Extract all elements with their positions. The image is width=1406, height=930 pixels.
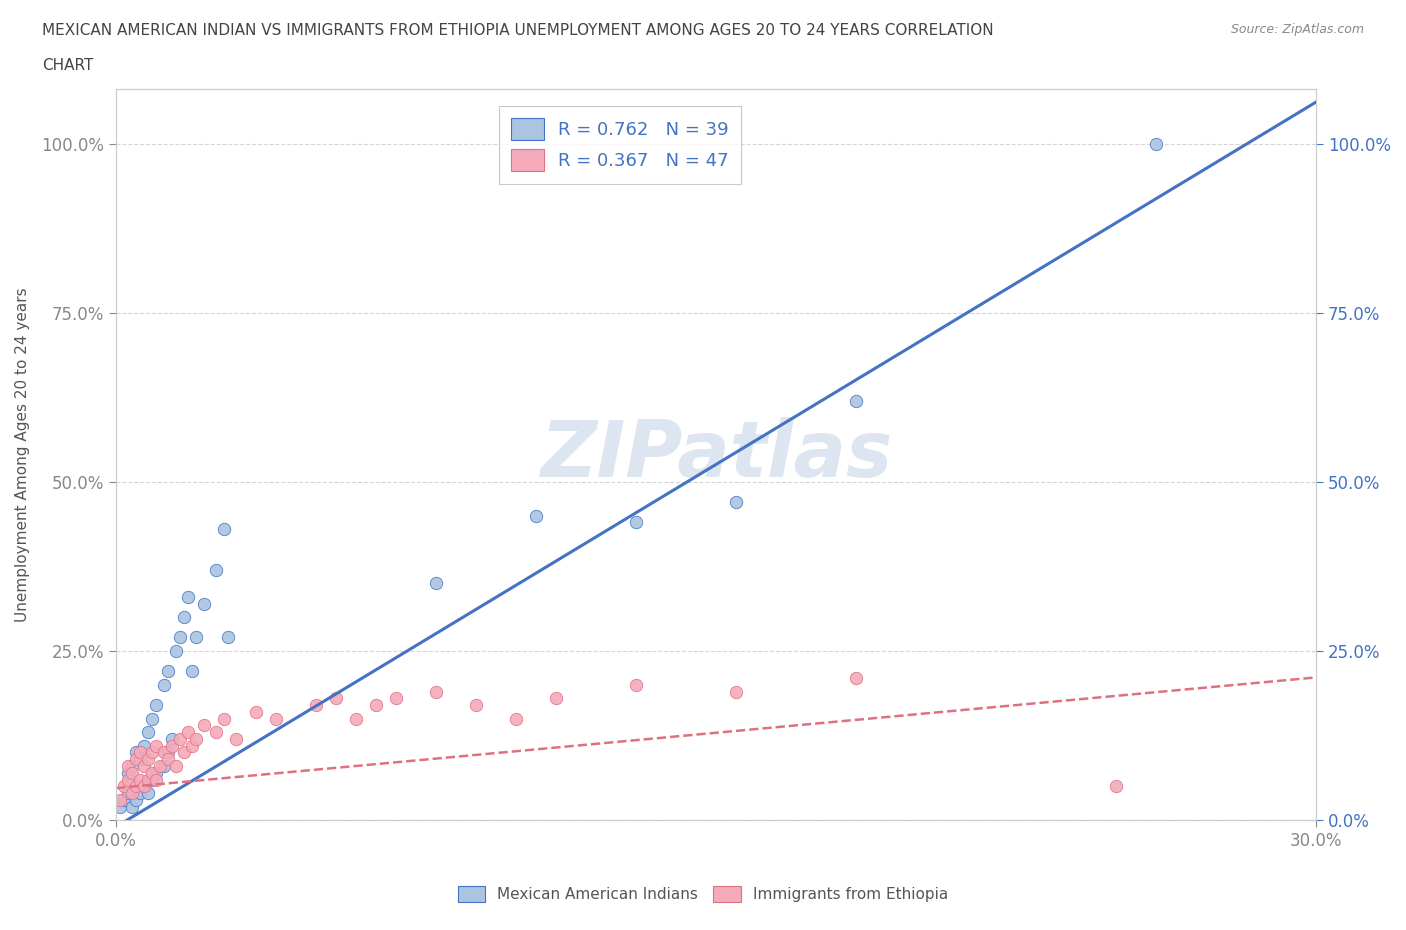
Point [145, 772, 167, 787]
Point [173, 745, 195, 760]
Text: MEXICAN AMERICAN INDIAN VS IMMIGRANTS FROM ETHIOPIA UNEMPLOYMENT AMONG AGES 20 T: MEXICAN AMERICAN INDIAN VS IMMIGRANTS FR… [42, 23, 994, 38]
Point [121, 799, 143, 814]
Point [725, 495, 748, 510]
Point [1144, 136, 1167, 151]
Point [524, 508, 547, 523]
Point [156, 751, 179, 766]
Point [160, 738, 183, 753]
Point [193, 596, 215, 611]
Point [364, 698, 387, 712]
Point [217, 630, 239, 644]
Point [385, 691, 408, 706]
Legend: R = 0.762   N = 39, R = 0.367   N = 47: R = 0.762 N = 39, R = 0.367 N = 47 [499, 106, 741, 184]
Point [165, 759, 187, 774]
Point [129, 751, 152, 766]
Point [125, 792, 148, 807]
Point [1105, 778, 1128, 793]
Point [117, 765, 139, 780]
Point [845, 671, 868, 685]
Legend: Mexican American Indians, Immigrants from Ethiopia: Mexican American Indians, Immigrants fro… [451, 880, 955, 909]
Point [169, 732, 191, 747]
Point [112, 792, 135, 807]
Point [325, 691, 347, 706]
Point [177, 590, 200, 604]
Point [505, 711, 527, 726]
Point [212, 522, 235, 537]
Point [121, 786, 143, 801]
Point [136, 751, 159, 766]
Point [305, 698, 328, 712]
Point [132, 778, 155, 793]
Point [465, 698, 488, 712]
Point [544, 691, 567, 706]
Point [108, 792, 131, 807]
Point [624, 677, 647, 692]
Point [141, 745, 163, 760]
Point [145, 698, 167, 712]
Point [149, 759, 172, 774]
Point [125, 745, 148, 760]
Point [425, 576, 447, 591]
Point [136, 786, 159, 801]
Point [117, 772, 139, 787]
Point [129, 786, 152, 801]
Point [845, 393, 868, 408]
Point [193, 718, 215, 733]
Point [169, 630, 191, 644]
Point [129, 745, 152, 760]
Point [212, 711, 235, 726]
Text: ZIPatlas: ZIPatlas [540, 417, 893, 493]
Point [136, 772, 159, 787]
Point [132, 759, 155, 774]
Point [153, 745, 176, 760]
Point [121, 765, 143, 780]
Point [344, 711, 367, 726]
Point [141, 765, 163, 780]
Y-axis label: Unemployment Among Ages 20 to 24 years: Unemployment Among Ages 20 to 24 years [15, 287, 30, 622]
Point [125, 751, 148, 766]
Point [184, 630, 207, 644]
Point [153, 759, 176, 774]
Point [205, 724, 228, 739]
Point [181, 738, 204, 753]
Point [141, 711, 163, 726]
Point [108, 799, 131, 814]
Point [117, 786, 139, 801]
Point [264, 711, 287, 726]
Point [145, 765, 167, 780]
Point [173, 610, 195, 625]
Point [225, 732, 247, 747]
Point [153, 677, 176, 692]
Point [145, 738, 167, 753]
Point [425, 684, 447, 699]
Point [624, 515, 647, 530]
Point [184, 732, 207, 747]
Point [141, 772, 163, 787]
Point [205, 563, 228, 578]
Point [160, 732, 183, 747]
Point [117, 759, 139, 774]
Point [121, 759, 143, 774]
Text: Source: ZipAtlas.com: Source: ZipAtlas.com [1230, 23, 1364, 36]
Point [245, 704, 267, 719]
Point [129, 772, 152, 787]
Point [112, 778, 135, 793]
Point [725, 684, 748, 699]
Point [132, 738, 155, 753]
Text: CHART: CHART [42, 58, 94, 73]
Point [177, 724, 200, 739]
Point [125, 778, 148, 793]
Point [132, 778, 155, 793]
Point [165, 644, 187, 658]
Point [156, 664, 179, 679]
Point [156, 745, 179, 760]
Point [136, 724, 159, 739]
Point [181, 664, 204, 679]
